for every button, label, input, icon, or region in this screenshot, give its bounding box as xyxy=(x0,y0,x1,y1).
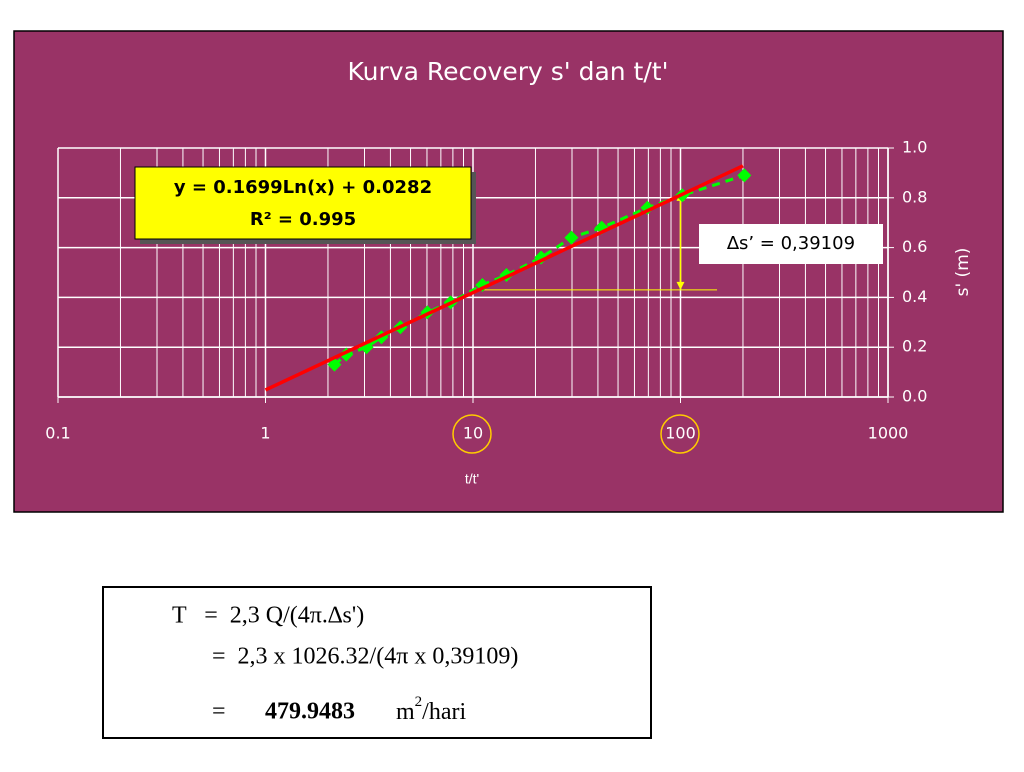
x-tick-label: 0.1 xyxy=(45,424,70,443)
x-tick-label: 100 xyxy=(665,424,696,443)
highlight-circle xyxy=(660,414,700,454)
formula-result: 479.9483 xyxy=(265,699,355,725)
r-squared: R² = 0.995 xyxy=(250,209,356,230)
formula-unit: m2/hari xyxy=(396,694,466,724)
trendline xyxy=(264,164,744,392)
y-tick-label: 0.6 xyxy=(902,237,927,256)
x-tick-label: 1 xyxy=(260,424,270,443)
formula-line: T = 2,3 Q/(4π.∆s') xyxy=(172,603,364,629)
y-tick-label: 0.4 xyxy=(902,287,927,306)
data-point xyxy=(737,168,752,183)
formula-eq: = xyxy=(212,699,226,725)
x-axis-label: t/t' xyxy=(465,471,479,487)
y-tick-label: 0.0 xyxy=(902,387,927,406)
delta-box xyxy=(699,224,883,264)
chart-title: Kurva Recovery s' dan t/t' xyxy=(348,57,669,86)
delta-label: ∆s’ = 0,39109 xyxy=(726,233,855,254)
unit-rest: /hari xyxy=(422,699,466,725)
x-tick-label: 1000 xyxy=(868,424,909,443)
equation-box xyxy=(134,166,472,240)
unit: m xyxy=(396,699,415,725)
unit-sup: 2 xyxy=(415,694,423,710)
y-tick-label: 0.2 xyxy=(902,337,927,356)
y-tick-label: 1.0 xyxy=(902,138,927,157)
trend-equation: y = 0.1699Ln(x) + 0.0282 xyxy=(174,177,432,198)
formula-line: = 2,3 x 1026.32/(4π x 0,39109) xyxy=(212,644,518,670)
arrow-head xyxy=(676,281,685,290)
y-axis-label: s' (m) xyxy=(953,248,973,297)
highlight-circle xyxy=(452,414,492,454)
formula-box xyxy=(102,586,652,739)
data-point xyxy=(564,230,579,245)
y-tick-label: 0.8 xyxy=(902,187,927,206)
x-tick-label: 10 xyxy=(463,424,483,443)
